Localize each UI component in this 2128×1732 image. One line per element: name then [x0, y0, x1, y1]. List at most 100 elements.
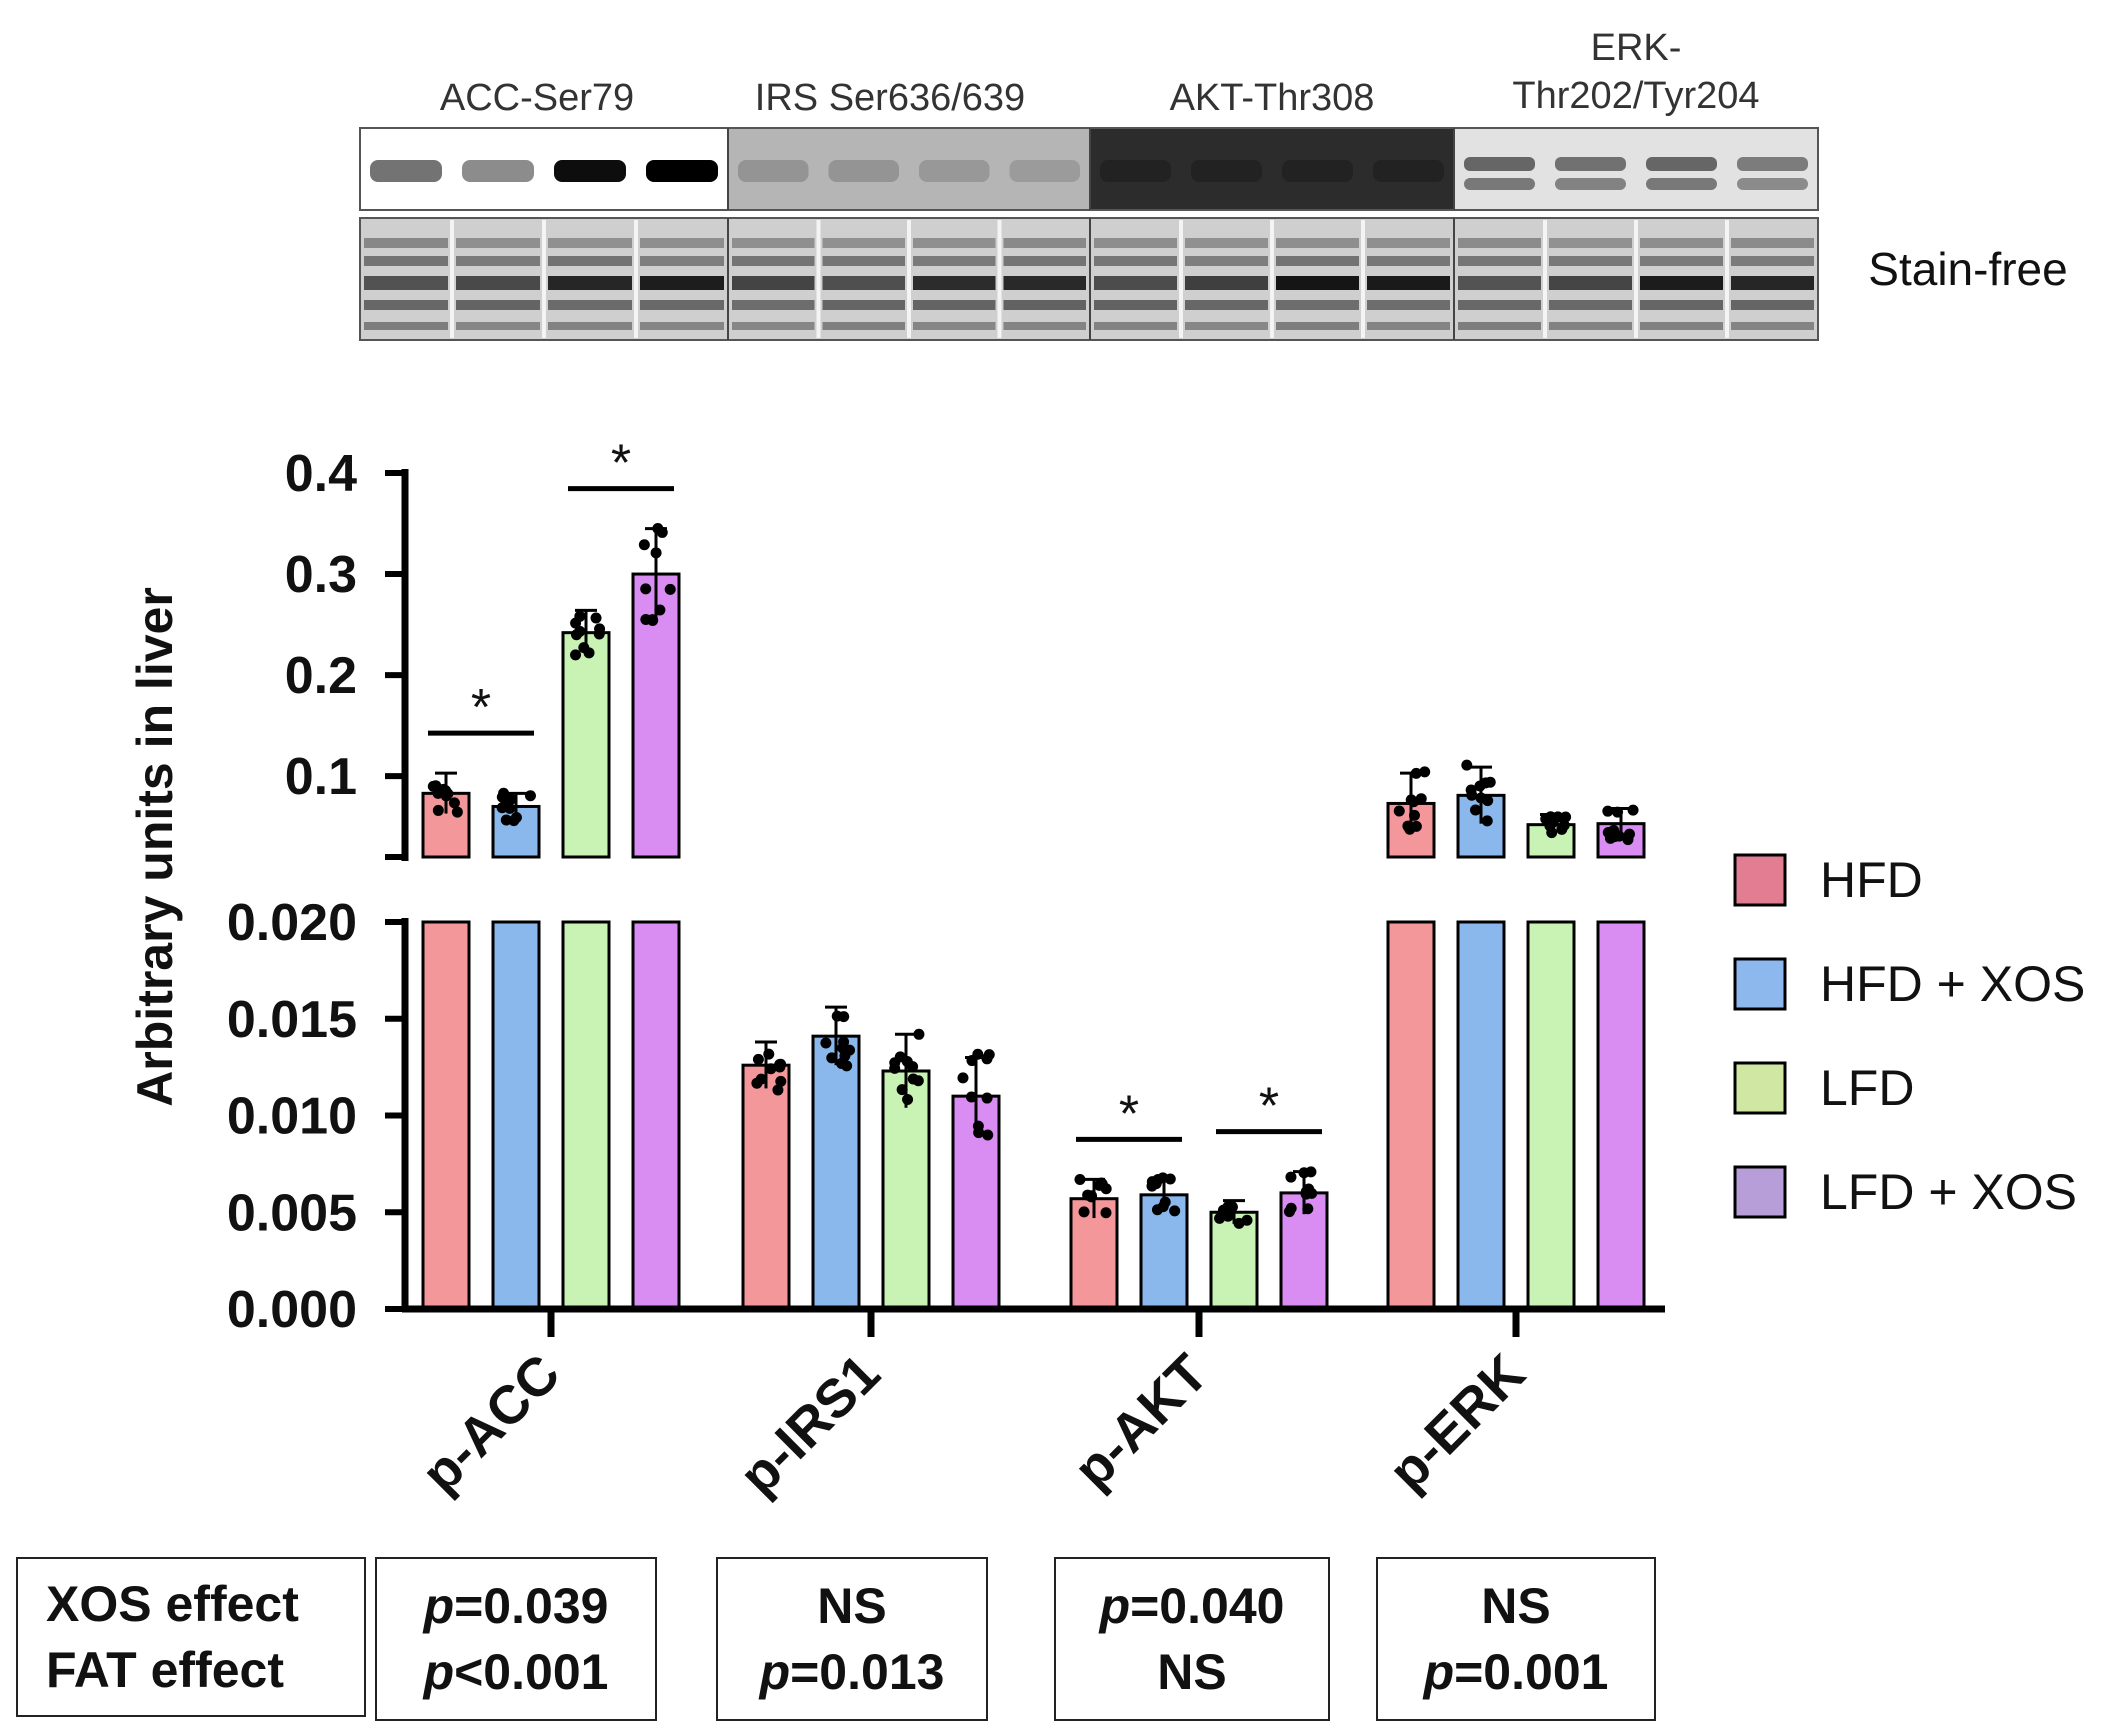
data-point	[1214, 1212, 1226, 1224]
legend-swatch	[1733, 1165, 1787, 1219]
data-point	[1086, 1190, 1098, 1202]
x-category-label: p-IRS1	[728, 1343, 891, 1506]
data-point	[594, 623, 606, 635]
stain-free-band	[1458, 256, 1541, 266]
data-point	[1482, 795, 1494, 807]
data-point	[972, 1120, 984, 1132]
data-point	[1609, 831, 1621, 843]
stain-free-band	[1549, 322, 1632, 330]
blot-band	[1464, 157, 1535, 171]
data-point	[912, 1075, 924, 1087]
blot-band	[738, 160, 809, 182]
stats-cell-p-akt: p=0.040 NS	[1054, 1557, 1330, 1721]
data-point	[1552, 811, 1564, 823]
blot-band	[919, 160, 990, 182]
data-point	[583, 647, 595, 659]
data-point	[1305, 1166, 1317, 1178]
data-point	[751, 1077, 763, 1089]
data-point	[432, 804, 444, 816]
stain-free-band	[1640, 256, 1723, 266]
data-point	[500, 814, 512, 826]
stain-free-band	[913, 256, 996, 266]
data-point	[638, 539, 650, 551]
bar-p-ACC-LFD-lower	[561, 920, 611, 1311]
data-point	[839, 1050, 851, 1062]
stain-free-band	[1731, 300, 1814, 310]
stain-free-band	[456, 238, 540, 248]
y-tick-label: 0.000	[227, 1281, 357, 1339]
data-point	[1622, 834, 1634, 846]
stain-free-band	[1640, 276, 1723, 290]
blot-band	[370, 160, 442, 182]
data-point	[1226, 1201, 1238, 1213]
data-point	[1612, 806, 1624, 818]
stain-free-band	[1003, 256, 1086, 266]
stain-free-band	[1549, 300, 1632, 310]
x-category-label: p-AKT	[1063, 1343, 1220, 1500]
stain-free-band	[1185, 276, 1268, 290]
significance-star: *	[1119, 1085, 1139, 1143]
data-point	[640, 583, 652, 595]
blot-band	[1646, 157, 1717, 171]
stain-free-band	[1640, 238, 1723, 248]
stain-free-band	[364, 300, 448, 310]
blot-band	[1555, 157, 1626, 171]
stain-free-band	[1731, 238, 1814, 248]
data-point	[448, 797, 460, 809]
stain-free-band	[1458, 276, 1541, 290]
stain-free-band	[1549, 256, 1632, 266]
blot-top-strip	[1090, 128, 1454, 210]
blot-band	[554, 160, 626, 182]
stain-free-band	[1367, 276, 1450, 290]
xos-effect-label: XOS effect	[46, 1576, 299, 1632]
fat-effect-value: p<0.001	[423, 1644, 609, 1700]
data-point	[1233, 1217, 1245, 1229]
blot-band	[1737, 178, 1808, 190]
data-point	[1404, 823, 1416, 835]
stain-free-band	[364, 276, 448, 290]
stain-free-band	[822, 300, 905, 310]
data-point	[1474, 780, 1486, 792]
data-point	[896, 1084, 908, 1096]
bar-chart: 0.1 0.2 0.3 0.4 0.000 0.005 0.010 0.015 0.020 Arb…	[127, 435, 1665, 1506]
stain-free-band	[732, 238, 815, 248]
data-point	[654, 604, 666, 616]
stain-free-band	[548, 238, 632, 248]
bar-p-ACC-HFD-lower	[421, 920, 471, 1311]
stain-free-band	[1276, 322, 1359, 330]
stain-free-band	[1185, 322, 1268, 330]
data-point	[772, 1084, 784, 1096]
stain-free-band	[548, 322, 632, 330]
data-point	[1469, 804, 1481, 816]
data-point	[496, 791, 508, 803]
data-point	[1300, 1186, 1312, 1198]
y-tick-label: 0.2	[285, 647, 357, 705]
stain-free-band	[1276, 276, 1359, 290]
stain-free-band	[1094, 256, 1177, 266]
data-point	[902, 1093, 914, 1105]
data-point	[982, 1129, 994, 1141]
blot-target-label: ERK-	[1591, 27, 1682, 69]
stain-free-band	[822, 238, 905, 248]
blot-band	[1555, 178, 1626, 190]
fat-effect-value: p=0.013	[759, 1644, 945, 1700]
y-tick-label: 0.015	[227, 991, 357, 1049]
stain-free-band	[640, 238, 724, 248]
stain-free-band	[548, 276, 632, 290]
data-point	[570, 649, 582, 661]
xos-effect-value: p=0.039	[423, 1578, 609, 1634]
stain-free-band	[913, 276, 996, 290]
blot-band	[1646, 178, 1717, 190]
stats-row-labels: XOS effect FAT effect	[16, 1557, 366, 1717]
data-point	[1078, 1206, 1090, 1218]
bar-p-IRS1-HFD + XOS	[811, 1034, 861, 1311]
data-point	[894, 1051, 906, 1063]
significance-star: *	[1259, 1078, 1279, 1136]
stain-free-band	[456, 322, 540, 330]
stain-free-band	[1367, 238, 1450, 248]
data-point	[590, 612, 602, 624]
data-point	[1419, 766, 1431, 778]
stain-free-band	[732, 276, 815, 290]
bar-p-ERK-HFD + XOS-lower	[1456, 920, 1506, 1311]
blot-band	[1009, 160, 1080, 182]
